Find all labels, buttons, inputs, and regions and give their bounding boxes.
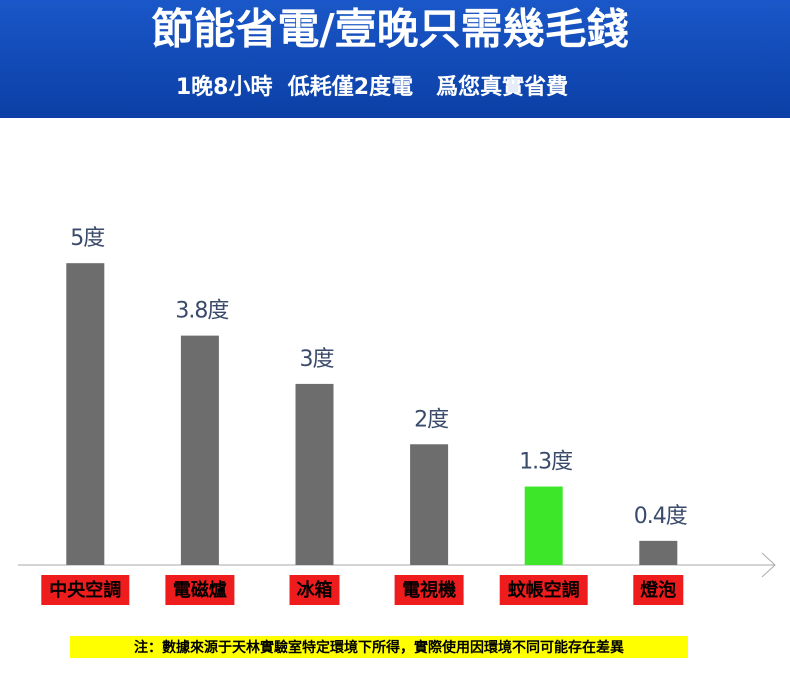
bar [66,263,105,565]
bar [295,383,334,565]
category-box [41,575,130,605]
axis-arrow [761,552,776,578]
value-label: 5度 [70,226,105,251]
category-box [394,575,464,605]
x-tick-label: 中央空調 [49,579,121,601]
value-label: 3.8度 [175,299,229,324]
category-box [289,575,340,605]
value-label: 1.3度 [519,450,573,475]
x-tick-label: 冰箱 [297,579,333,601]
x-tick-label: 燈泡 [640,579,676,601]
note-background [70,636,688,658]
chart-subtitle: 1晚8小時 低耗僅2度電 爲您真實省費 [176,74,568,100]
x-tick-label: 蚊帳空調 [508,579,580,601]
header-band [0,0,790,118]
bar [180,335,219,565]
bar [524,486,563,565]
category-box [633,575,684,605]
value-label: 2度 [414,407,449,432]
value-label: 3度 [300,347,335,372]
x-tick-label: 電磁爐 [173,579,227,601]
footnote: 注：數據來源于天林實驗室特定環境下所得，實際使用因環境不同可能存在差異 [134,639,624,656]
bar [410,444,449,565]
chart-title: 節能省電/壹晚只需幾毛錢 [151,5,628,54]
value-label: 0.4度 [634,504,688,529]
category-box [165,575,235,605]
category-box [499,575,588,605]
x-tick-label: 電視機 [402,579,456,601]
bar [639,540,678,565]
